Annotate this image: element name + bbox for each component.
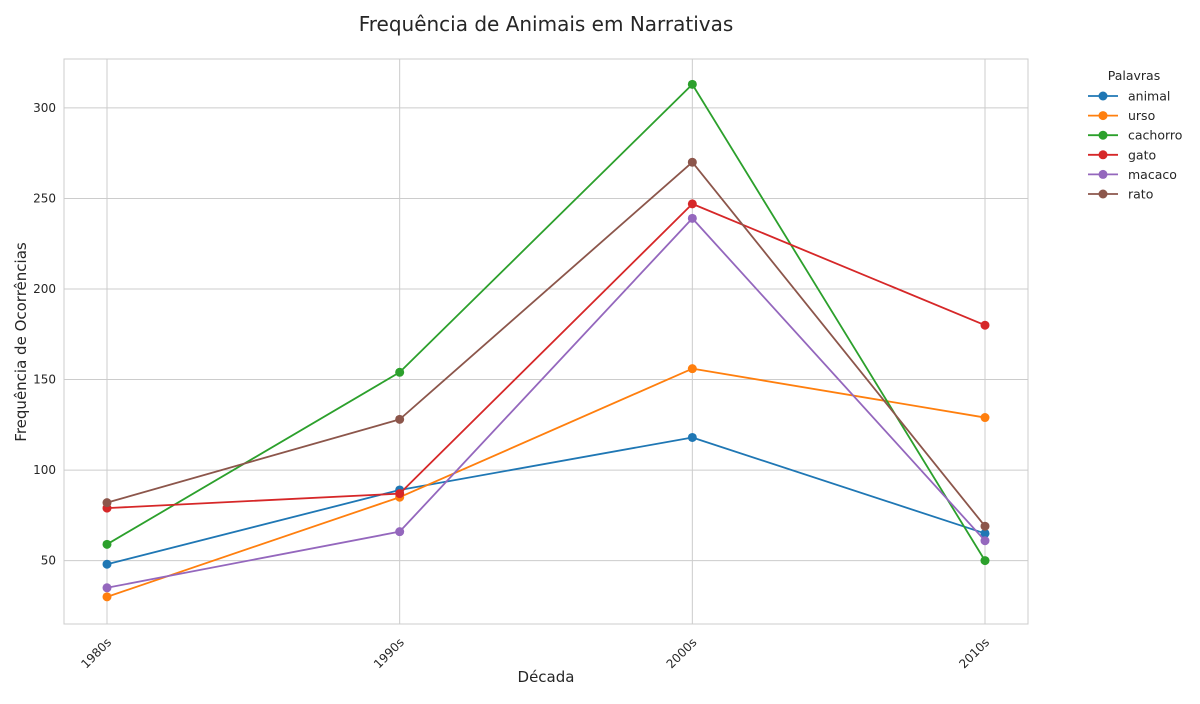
data-point-gato	[980, 320, 990, 330]
data-point-cachorro	[687, 79, 697, 89]
data-point-animal	[687, 432, 697, 442]
series-line-macaco	[106, 217, 986, 589]
series-line-urso	[106, 367, 986, 598]
x-tick-label: 1990s	[371, 635, 407, 671]
data-point-macaco	[395, 527, 405, 537]
series-cachorro	[102, 79, 990, 566]
legend-marker	[1098, 150, 1108, 160]
legend-label: urso	[1128, 108, 1155, 123]
data-point-rato	[980, 521, 990, 531]
legend-label: cachorro	[1128, 128, 1182, 143]
x-axis: 1980s 1990s 2000s 2010s	[78, 635, 992, 671]
data-point-gato	[395, 489, 405, 499]
legend: Palavras animal urso cachorro gato macaco rat…	[1088, 68, 1182, 202]
data-point-urso	[980, 413, 990, 423]
data-point-macaco	[102, 583, 112, 593]
series-line-gato	[106, 202, 986, 510]
legend-marker	[1098, 111, 1108, 121]
y-tick-label: 100	[33, 463, 56, 477]
y-tick-label: 250	[33, 191, 56, 205]
series-animal	[102, 432, 990, 569]
legend-title: Palavras	[1108, 68, 1160, 83]
legend-label: animal	[1128, 89, 1170, 104]
series-gato	[102, 199, 990, 513]
data-point-animal	[980, 528, 990, 538]
x-tick-label: 2000s	[664, 635, 700, 671]
data-point-cachorro	[980, 556, 990, 566]
series-macaco	[102, 213, 990, 593]
legend-item-rato: rato	[1088, 187, 1153, 202]
y-tick-label: 300	[33, 101, 56, 115]
data-point-urso	[102, 592, 112, 602]
legend-marker	[1098, 91, 1108, 101]
legend-item-urso: urso	[1088, 108, 1155, 123]
legend-label: rato	[1128, 187, 1153, 202]
data-point-rato	[687, 157, 697, 167]
series-rato	[102, 157, 990, 531]
data-point-rato	[395, 414, 405, 424]
data-point-macaco	[980, 536, 990, 546]
legend-item-gato: gato	[1088, 147, 1156, 162]
y-tick-label: 50	[41, 554, 56, 568]
y-tick-label: 150	[33, 373, 56, 387]
legend-label: macaco	[1128, 167, 1177, 182]
legend-marker	[1098, 189, 1108, 199]
x-axis-label: Década	[518, 668, 575, 686]
data-point-macaco	[687, 213, 697, 223]
y-axis-label: Frequência de Ocorrências	[12, 242, 30, 442]
data-point-animal	[102, 559, 112, 569]
x-tick-label: 2010s	[956, 635, 992, 671]
legend-label: gato	[1128, 147, 1156, 162]
series-line-cachorro	[106, 83, 986, 562]
plot-area	[63, 58, 1029, 625]
legend-marker	[1098, 130, 1108, 140]
legend-marker	[1098, 169, 1108, 179]
data-point-urso	[687, 364, 697, 374]
series-line-rato	[106, 161, 986, 527]
data-point-cachorro	[102, 539, 112, 549]
legend-item-macaco: macaco	[1088, 167, 1177, 182]
y-tick-label: 200	[33, 282, 56, 296]
data-point-gato	[687, 199, 697, 209]
legend-item-animal: animal	[1088, 89, 1170, 104]
legend-item-cachorro: cachorro	[1088, 128, 1182, 143]
series-line-animal	[106, 436, 986, 566]
data-point-cachorro	[395, 367, 405, 377]
chart-title: Frequência de Animais em Narrativas	[359, 12, 734, 36]
x-tick-label: 1980s	[78, 635, 114, 671]
series-group	[102, 79, 990, 602]
y-axis: 50 100 150 200 250 300	[33, 101, 56, 568]
data-point-rato	[102, 498, 112, 508]
